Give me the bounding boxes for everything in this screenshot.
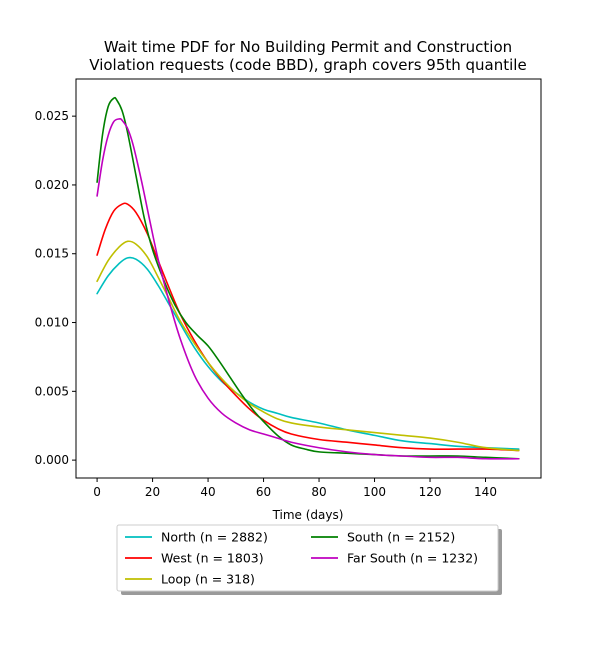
legend-label: Loop (n = 318)	[161, 572, 255, 587]
chart-title-line-1: Wait time PDF for No Building Permit and…	[104, 38, 512, 56]
y-tick-label: 0.015	[35, 247, 69, 261]
legend-label: West (n = 1803)	[161, 551, 264, 566]
x-axis-label: Time (days)	[272, 508, 344, 522]
x-axis: 0 20 40 60 80 100 120 140	[93, 478, 497, 499]
x-tick-label: 60	[256, 485, 271, 499]
x-tick-label: 40	[200, 485, 215, 499]
plot-frame	[75, 78, 542, 479]
legend: North (n = 2882) West (n = 1803) Loop (n =…	[116, 524, 502, 595]
y-tick-label: 0.005	[35, 384, 69, 398]
x-tick-label: 140	[474, 485, 497, 499]
x-tick-label: 120	[419, 485, 442, 499]
series-line-3	[96, 96, 520, 460]
x-tick-label: 80	[311, 485, 326, 499]
y-tick-label: 0.010	[35, 316, 69, 330]
legend-label: South (n = 2152)	[347, 530, 455, 545]
chart-title-line-2: Violation requests (code BBD), graph cov…	[89, 56, 526, 74]
y-tick-label: 0.000	[35, 453, 69, 467]
series-line-4	[96, 117, 520, 460]
y-axis: 0.000 0.005 0.010 0.015 0.020 0.025	[35, 109, 76, 467]
legend-label: North (n = 2882)	[161, 530, 268, 545]
series-line-2	[96, 240, 520, 452]
series-line-0	[96, 256, 520, 450]
x-tick-label: 0	[93, 485, 101, 499]
x-tick-label: 100	[363, 485, 386, 499]
legend-label: Far South (n = 1232)	[347, 551, 478, 566]
x-tick-label: 20	[145, 485, 160, 499]
series-line-1	[96, 202, 520, 452]
series-layer	[96, 96, 520, 460]
y-tick-label: 0.020	[35, 178, 69, 192]
y-tick-label: 0.025	[35, 109, 69, 123]
